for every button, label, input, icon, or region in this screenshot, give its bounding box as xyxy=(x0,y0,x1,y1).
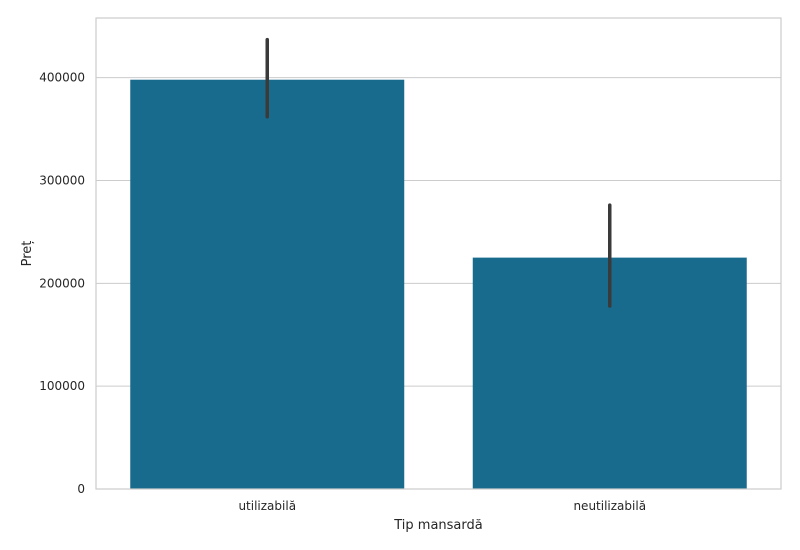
error-bars xyxy=(265,37,612,308)
x-tick-label: neutilizabilă xyxy=(573,499,646,513)
x-axis-label: Tip mansardă xyxy=(393,518,482,533)
x-tick-labels: utilizabilă neutilizabilă xyxy=(238,499,646,513)
bar xyxy=(130,79,405,489)
y-tick-label: 100000 xyxy=(39,379,85,393)
y-tick-label: 0 xyxy=(77,482,85,496)
bars xyxy=(130,79,747,489)
y-tick-label: 400000 xyxy=(39,71,85,85)
y-tick-label: 300000 xyxy=(39,173,85,187)
y-tick-label: 200000 xyxy=(39,276,85,290)
plot-frame xyxy=(95,17,782,490)
y-tick-labels: 0 100000 200000 300000 400000 xyxy=(39,71,85,496)
x-tick-label: utilizabilă xyxy=(238,499,296,513)
y-axis-label: Preț xyxy=(20,241,35,267)
